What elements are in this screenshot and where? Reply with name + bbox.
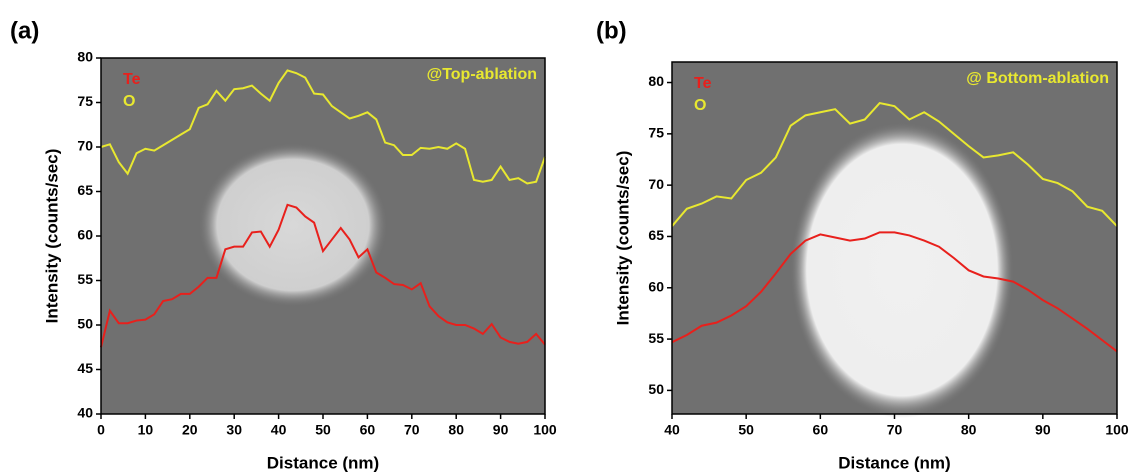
y-tick-label: 60 (648, 278, 664, 294)
y-tick-label: 50 (77, 316, 93, 332)
x-axis-label: Distance (nm) (267, 453, 379, 472)
x-tick-label: 100 (1105, 422, 1129, 438)
legend-entry: Te (123, 71, 141, 88)
data-line (100, 203, 546, 348)
legend-entry: Te (694, 75, 712, 92)
data-line (671, 231, 1118, 353)
x-tick-label: 60 (360, 422, 376, 438)
x-tick-label: 10 (138, 422, 154, 438)
y-tick-label: 75 (648, 125, 664, 141)
y-tick-label: 55 (77, 271, 93, 287)
data-line (100, 69, 546, 185)
x-tick-label: 40 (664, 422, 680, 438)
x-tick-label: 30 (226, 422, 242, 438)
x-tick-label: 100 (533, 422, 557, 438)
y-tick-label: 80 (77, 49, 93, 65)
x-tick-label: 50 (738, 422, 754, 438)
y-tick-label: 55 (648, 330, 664, 346)
annotation: @ Bottom-ablation (966, 70, 1109, 87)
y-tick-label: 65 (648, 227, 664, 243)
x-tick-label: 60 (813, 422, 829, 438)
x-tick-label: 50 (315, 422, 331, 438)
x-tick-label: 20 (182, 422, 198, 438)
sem-particle (790, 122, 1014, 418)
panel-label: (a) (10, 17, 39, 44)
legend-entry: O (123, 93, 135, 110)
y-axis-label: Intensity (counts/sec) (42, 149, 61, 324)
y-tick-label: 80 (648, 73, 664, 89)
y-tick-label: 75 (77, 93, 93, 109)
y-tick-label: 70 (648, 176, 664, 192)
y-axis-label: Intensity (counts/sec) (613, 151, 632, 326)
y-tick-label: 70 (77, 138, 93, 154)
legend-entry: O (694, 97, 706, 114)
x-tick-label: 70 (887, 422, 903, 438)
y-tick-label: 50 (648, 381, 664, 397)
y-tick-label: 65 (77, 182, 93, 198)
x-tick-label: 80 (961, 422, 977, 438)
x-tick-label: 90 (1035, 422, 1051, 438)
x-tick-label: 70 (404, 422, 420, 438)
y-tick-label: 45 (77, 360, 93, 376)
x-tick-label: 80 (448, 422, 464, 438)
x-tick-label: 0 (97, 422, 105, 438)
y-tick-label: 40 (77, 405, 93, 421)
panel-label: (b) (596, 17, 627, 44)
sem-particle (198, 143, 388, 307)
data-line (671, 101, 1118, 227)
x-tick-label: 90 (493, 422, 509, 438)
x-tick-label: 40 (271, 422, 287, 438)
annotation: @Top-ablation (427, 66, 537, 83)
y-tick-label: 60 (77, 227, 93, 243)
x-axis-label: Distance (nm) (838, 453, 950, 472)
